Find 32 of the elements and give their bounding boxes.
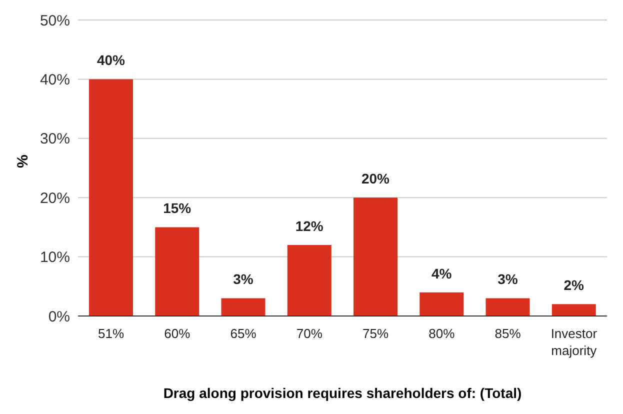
- bar: [287, 244, 332, 316]
- y-tick-label: 10%: [40, 249, 70, 266]
- x-tick-label: 60%: [164, 326, 191, 341]
- bar: [420, 292, 464, 316]
- data-label: 12%: [295, 218, 324, 234]
- x-axis-title: Drag along provision requires shareholders of: (Total): [163, 385, 522, 401]
- bar: [89, 79, 133, 316]
- data-label: 40%: [96, 52, 126, 68]
- y-tick-label: 20%: [40, 190, 70, 207]
- bar: [552, 304, 596, 316]
- x-tick-label: Investor majority: [550, 326, 598, 358]
- x-tick-label: 65%: [230, 326, 257, 341]
- y-tick-label: 30%: [40, 130, 70, 148]
- y-tick-label: 40%: [40, 72, 70, 89]
- data-label: 2%: [564, 277, 585, 294]
- data-label: 4%: [432, 265, 452, 282]
- bar: [221, 298, 266, 316]
- data-label: 3%: [233, 271, 254, 288]
- data-label: 15%: [163, 200, 192, 216]
- bar: [155, 227, 200, 316]
- y-axis-title: %: [14, 154, 32, 168]
- data-label: 3%: [498, 271, 518, 288]
- x-tick-label: 85%: [494, 326, 522, 341]
- x-tick-label: 75%: [362, 326, 390, 341]
- y-tick-label: 50%: [40, 12, 70, 30]
- y-tick-label: 0%: [48, 308, 70, 326]
- x-tick-label: 70%: [296, 326, 323, 341]
- bar: [354, 198, 398, 316]
- data-label: 20%: [361, 170, 390, 187]
- x-tick-label: 80%: [428, 326, 456, 341]
- x-tick-label: 51%: [98, 326, 125, 341]
- bar: [486, 298, 530, 316]
